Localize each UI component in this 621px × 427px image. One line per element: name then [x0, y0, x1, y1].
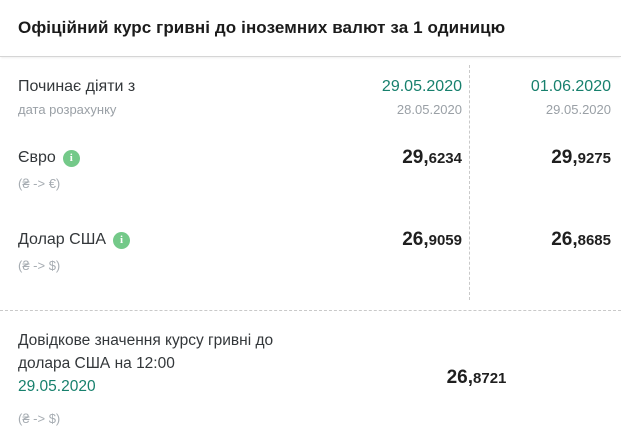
info-icon[interactable]: i	[62, 149, 80, 167]
euro-label: Євро	[18, 149, 56, 166]
usd-rate-col2: 26,8685	[470, 230, 611, 251]
usd-rate-col1: 26,9059	[320, 230, 462, 251]
rate-dec-part: 6234	[428, 150, 462, 167]
table-header-row: Починає діяти з дата розрахунку 29.05.20…	[0, 58, 621, 118]
header-label-cell: Починає діяти з дата розрахунку	[18, 77, 320, 118]
reference-label-line1: Довідкове значення курсу гривні до	[18, 332, 274, 349]
reference-label-line2: долара США на 12:00	[18, 355, 175, 372]
effective-from-label: Починає діяти з	[18, 78, 136, 95]
usd-label-cell: Долар США i (₴ -> $)	[18, 230, 320, 274]
euro-label-cell: Євро i (₴ -> €)	[18, 148, 320, 192]
rate-dec-part: 8685	[577, 232, 611, 249]
reference-rate-section: Довідкове значення курсу гривні до долар…	[0, 311, 621, 427]
euro-rate-col1: 29,6234	[320, 148, 462, 169]
effective-date-col1: 29.05.2020	[381, 78, 462, 95]
table-row-euro: Євро i (₴ -> €) 29,6234 29,9275	[0, 148, 621, 192]
reference-date: 29.05.2020	[18, 378, 96, 395]
column-divider	[469, 65, 470, 300]
header-col2-cell: 01.06.2020 29.05.2020	[470, 77, 611, 118]
rate-int-part: 26,	[402, 229, 429, 250]
calc-date-col2: 29.05.2020	[545, 102, 611, 117]
info-icon[interactable]: i	[113, 231, 131, 249]
reference-currency-pair: (₴ -> $)	[18, 411, 61, 426]
calc-date-label: дата розрахунку	[18, 102, 117, 117]
rate-dec-part: 9275	[577, 150, 611, 167]
rate-int-part: 29,	[551, 147, 578, 168]
header-col1-cell: 29.05.2020 28.05.2020	[320, 77, 470, 118]
section-divider	[0, 310, 621, 311]
reference-rate-value: 26,8721	[446, 366, 507, 389]
title-bar: Офіційний курс гривні до іноземних валют…	[0, 0, 621, 57]
effective-date-col2: 01.06.2020	[530, 78, 611, 95]
euro-rate-col1-cell: 29,6234	[320, 148, 470, 169]
rate-dec-part: 8721	[473, 369, 507, 387]
currency-name-euro: Євро i	[18, 148, 80, 168]
rate-int-part: 26,	[446, 366, 474, 388]
page-title: Офіційний курс гривні до іноземних валют…	[18, 18, 506, 37]
currency-pair-usd: (₴ -> $)	[18, 258, 61, 273]
currency-name-usd: Долар США i	[18, 230, 131, 250]
usd-rate-col1-cell: 26,9059	[320, 230, 470, 251]
usd-rate-col2-cell: 26,8685	[470, 230, 611, 251]
rate-int-part: 26,	[551, 229, 578, 250]
reference-text-block: Довідкове значення курсу гривні до долар…	[18, 329, 350, 427]
rate-dec-part: 9059	[428, 232, 462, 249]
reference-value-box: 26,8721	[350, 329, 603, 427]
table-row-usd: Долар США i (₴ -> $) 26,9059 26,8685	[0, 230, 621, 274]
rates-table: Починає діяти з дата розрахунку 29.05.20…	[0, 58, 621, 310]
calc-date-col1: 28.05.2020	[396, 102, 462, 117]
usd-label: Долар США	[18, 231, 107, 248]
euro-rate-col2: 29,9275	[470, 148, 611, 169]
rate-int-part: 29,	[402, 147, 429, 168]
euro-rate-col2-cell: 29,9275	[470, 148, 611, 169]
currency-pair-euro: (₴ -> €)	[18, 176, 61, 191]
